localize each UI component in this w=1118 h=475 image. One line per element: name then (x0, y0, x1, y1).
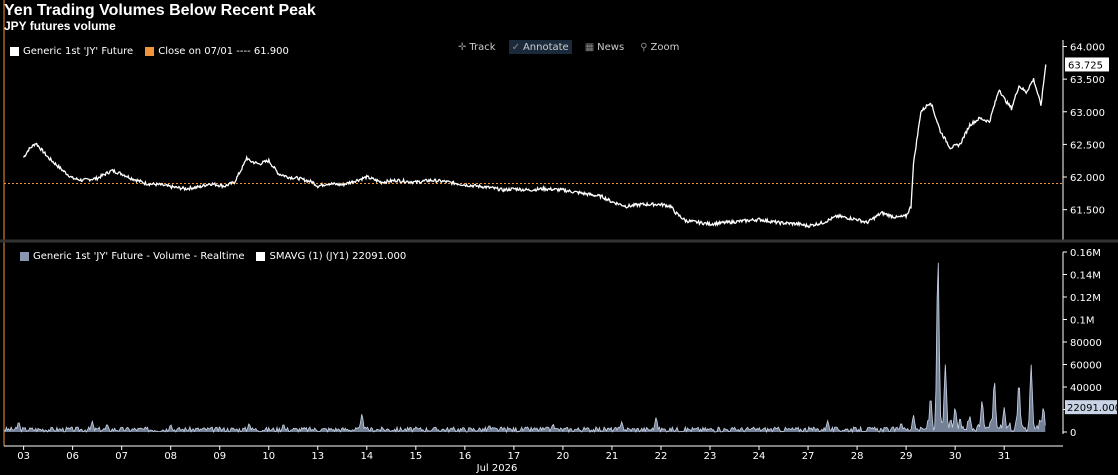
volume-y-tick-label: 0.16M (1070, 248, 1101, 259)
smavg-series-label: SMAVG (1) (JY1) 22091.000 (269, 251, 407, 262)
volume-area (4, 262, 1046, 432)
x-tick-label: 09 (213, 451, 226, 462)
price-y-tick-label: 62.500 (1070, 140, 1105, 151)
x-axis-label: Jul 2026 (476, 463, 518, 474)
x-tick-label: 29 (900, 451, 913, 462)
x-tick-label: 30 (949, 451, 962, 462)
price-line (23, 64, 1047, 229)
x-tick-label: 28 (851, 451, 864, 462)
pencil-icon: ✓ (511, 41, 520, 53)
close-swatch (145, 47, 155, 56)
x-tick-label: 24 (753, 451, 766, 462)
x-tick-label: 08 (164, 451, 177, 462)
smavg-swatch (256, 252, 266, 261)
price-y-tick-label: 61.500 (1070, 206, 1105, 217)
price-last-value-box (1065, 57, 1109, 72)
volume-y-tick-label: 0.14M (1070, 271, 1101, 282)
x-tick-label: 22 (655, 451, 668, 462)
volume-y-tick-label: 60000 (1070, 361, 1102, 372)
volume-y-tick-label: 0.1M (1070, 316, 1095, 327)
close-reference-label: Close on 07/01 ---- 61.900 (158, 46, 289, 57)
price-last-value-label: 63.725 (1068, 60, 1103, 71)
price-swatch (10, 47, 19, 56)
zoom-label: Zoom (650, 41, 680, 53)
x-tick-label: 03 (17, 451, 30, 462)
annotate-label: Annotate (522, 41, 569, 53)
chart-toolbar: ✛ Track ✓ Annotate ▦ News ⚲ Zoom (455, 40, 682, 54)
chart-title: Yen Trading Volumes Below Recent Peak (4, 2, 316, 19)
volume-y-tick-label: 0 (1070, 428, 1076, 439)
news-label: News (597, 41, 625, 53)
volume-y-tick-label: 0.12M (1070, 293, 1101, 304)
track-button[interactable]: ✛ Track (455, 40, 499, 54)
x-tick-label: 20 (557, 451, 570, 462)
volume-panel: 0200004000060000800000.1M0.12M0.14M0.16M… (3, 248, 1118, 439)
x-tick-label: 23 (704, 451, 717, 462)
track-label: Track (469, 41, 496, 53)
price-y-tick-label: 62.000 (1070, 173, 1105, 184)
chart-subtitle: JPY futures volume (4, 19, 116, 33)
annotate-button[interactable]: ✓ Annotate (508, 40, 572, 54)
x-tick-label: 10 (262, 451, 275, 462)
volume-line (3, 262, 1046, 434)
news-button[interactable]: ▦ News (582, 40, 627, 54)
crosshair-icon: ✛ (458, 41, 467, 53)
price-y-tick-label: 64.000 (1070, 43, 1105, 54)
volume-series-label: Generic 1st 'JY' Future - Volume - Realt… (33, 251, 245, 262)
x-tick-label: 16 (458, 451, 471, 462)
volume-last-value-box (1065, 400, 1117, 415)
price-panel: 61.500 62.000 62.500 63.000 63.500 64.000 63.7… (0, 40, 1118, 243)
x-tick-label: 14 (360, 451, 373, 462)
upper-legend: Generic 1st 'JY' Future Close on 07/01 -… (10, 46, 289, 57)
price-series-label: Generic 1st 'JY' Future (23, 46, 134, 57)
x-tick-label: 27 (802, 451, 815, 462)
volume-last-value-label: 22091.000 (1067, 403, 1118, 414)
x-tick-label: 31 (998, 451, 1011, 462)
x-tick-label: 06 (66, 451, 79, 462)
magnifier-icon: ⚲ (640, 41, 648, 53)
volume-y-tick-label: 80000 (1070, 338, 1102, 349)
news-icon: ▦ (584, 41, 595, 53)
x-tick-label: 15 (409, 451, 422, 462)
price-y-tick-label: 63.500 (1070, 75, 1105, 86)
x-tick-label: 13 (311, 451, 324, 462)
volume-y-tick-label: 40000 (1070, 383, 1102, 394)
x-tick-label: 07 (115, 451, 128, 462)
lower-legend: Generic 1st 'JY' Future - Volume - Realt… (20, 251, 406, 262)
zoom-button[interactable]: ⚲ Zoom (637, 40, 682, 54)
x-axis: 03 06 07 08 09 10 13 14 15 16 17 20 21 22 23 24 27 28 29 30… (4, 445, 1063, 474)
x-tick-label: 21 (606, 451, 619, 462)
x-tick-label: 17 (508, 451, 521, 462)
volume-swatch (20, 252, 29, 261)
price-y-tick-label: 63.000 (1070, 108, 1105, 119)
